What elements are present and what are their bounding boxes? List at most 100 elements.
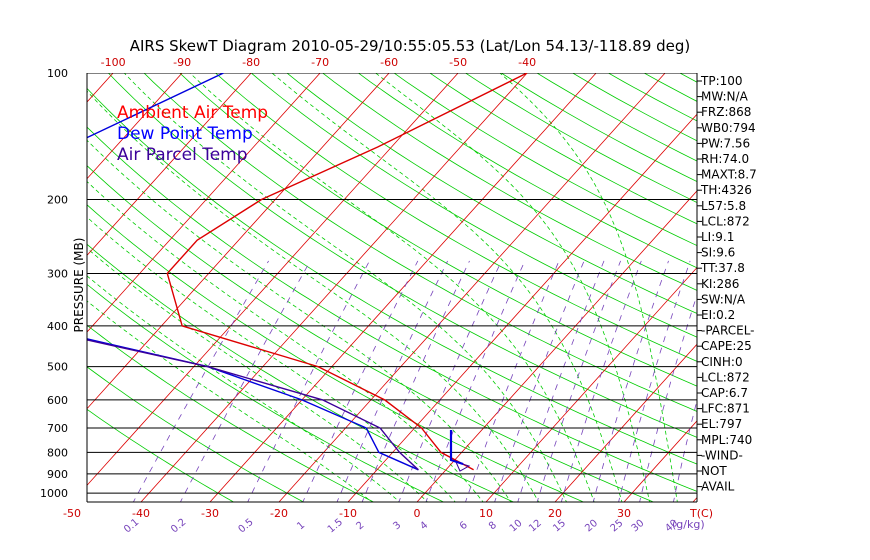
mixing-ratio-tick-label: 20 bbox=[583, 518, 600, 535]
mixing-ratio-tick-label: 25 bbox=[609, 518, 626, 535]
mixing-ratio-line bbox=[425, 260, 526, 502]
mixing-ratio-tick-label: 30 bbox=[630, 518, 647, 535]
isotherm-line bbox=[347, 113, 697, 502]
index-label: AVAIL bbox=[701, 480, 735, 494]
index-label: EL:797 bbox=[701, 417, 742, 431]
mixing-ratio-line bbox=[672, 398, 697, 502]
index-label: TH:4326 bbox=[700, 183, 752, 197]
index-label: TP:100 bbox=[700, 74, 743, 88]
mixing-ratio-line bbox=[302, 260, 419, 502]
top-temp-tick-label: -80 bbox=[242, 56, 260, 69]
index-label: LFC:871 bbox=[701, 402, 750, 416]
bottom-temp-tick-label: 20 bbox=[548, 507, 562, 520]
sounding-curves bbox=[87, 73, 528, 472]
mixing-ratio-tick-label: 2 bbox=[355, 520, 367, 533]
chart-title: AIRS SkewT Diagram 2010-05-29/10:55:05.5… bbox=[130, 37, 691, 55]
mixing-ratio-line bbox=[639, 293, 697, 502]
isotherm-line bbox=[87, 73, 321, 333]
pressure-tick-label: 200 bbox=[47, 194, 68, 207]
series-line-2 bbox=[87, 73, 419, 471]
mixing-ratio-tick-label: 1 bbox=[295, 520, 307, 533]
isotherm-line bbox=[87, 73, 183, 180]
index-label: TT:37.8 bbox=[700, 261, 745, 275]
dry-adiabat-line bbox=[87, 408, 235, 502]
mixing-ratio-line bbox=[398, 260, 502, 502]
dry-adiabat-line bbox=[107, 73, 697, 438]
index-label: MAXT:8.7 bbox=[701, 168, 757, 182]
dry-adiabat-line bbox=[143, 73, 697, 412]
dry-adiabat-line bbox=[87, 204, 585, 502]
dry-adiabat-line bbox=[679, 73, 697, 83]
dry-adiabat-line bbox=[286, 73, 697, 314]
index-label: SI:9.6 bbox=[701, 246, 735, 260]
index-label: FRZ:868 bbox=[701, 105, 751, 119]
dry-adiabat-line bbox=[393, 73, 697, 247]
mixing-ratio-line bbox=[592, 260, 669, 502]
mixing-ratio-line bbox=[361, 260, 470, 502]
moist-adiabat-line bbox=[87, 275, 401, 502]
legend-ambient: Ambient Air Temp bbox=[117, 103, 268, 123]
mixing-ratio-line bbox=[494, 260, 585, 502]
moist-adiabat-line bbox=[189, 73, 595, 502]
mixing-ratio-line bbox=[536, 260, 621, 502]
top-temp-tick-label: -40 bbox=[518, 56, 536, 69]
mixing-ratio-tick-label: 4 bbox=[418, 520, 430, 533]
mixing-ratio-tick-label: 6 bbox=[458, 520, 470, 533]
moist-adiabat-line bbox=[87, 139, 512, 502]
mixing-ratio-line bbox=[517, 260, 605, 502]
series-line-3 bbox=[87, 339, 419, 471]
pressure-tick-label: 100 bbox=[47, 67, 68, 80]
index-label: RH:74.0 bbox=[701, 152, 749, 166]
moist-adiabat-line bbox=[87, 247, 429, 502]
mixing-ratio-tick-label: 10 bbox=[508, 518, 525, 535]
series-line-1 bbox=[166, 73, 528, 471]
pressure-tick-label: 300 bbox=[47, 267, 68, 280]
pressure-tick-label: 700 bbox=[47, 422, 68, 435]
dry-adiabat-line bbox=[500, 73, 697, 182]
isotherm-line bbox=[829, 64, 870, 504]
bottom-temp-tick-label: -40 bbox=[132, 507, 150, 520]
plot-frame bbox=[86, 73, 698, 503]
top-temp-tick-label: -100 bbox=[101, 56, 126, 69]
top-temp-tick-label: -60 bbox=[380, 56, 398, 69]
isotherm-line bbox=[140, 73, 528, 502]
index-label: PW:7.56 bbox=[701, 136, 750, 150]
dry-adiabat-line bbox=[357, 73, 697, 269]
index-label: LCL:872 bbox=[701, 370, 750, 384]
mixing-ratio-line bbox=[132, 260, 269, 502]
index-label: CAP:6.7 bbox=[701, 386, 748, 400]
skewt-grid bbox=[87, 64, 870, 504]
mixing-ratio-line bbox=[560, 260, 642, 502]
dry-adiabat-line bbox=[214, 73, 697, 362]
dry-adiabat-line bbox=[322, 73, 697, 291]
bottom-temp-tick-label: 0 bbox=[414, 507, 421, 520]
moist-adiabat-line bbox=[123, 73, 567, 502]
chart-legend: Ambient Air Temp Dew Point Temp Air Parc… bbox=[117, 103, 268, 165]
dry-adiabat-line bbox=[87, 87, 697, 465]
mixing-ratio-line bbox=[618, 260, 691, 502]
top-temp-tick-label: -90 bbox=[173, 56, 191, 69]
index-label: KI:286 bbox=[701, 277, 739, 291]
dewpoint-surface-segment bbox=[449, 430, 464, 466]
pressure-tick-label: 600 bbox=[47, 394, 68, 407]
pressure-tick-label: 800 bbox=[47, 446, 68, 459]
top-temp-tick-label: -50 bbox=[449, 56, 467, 69]
index-label: EI:0.2 bbox=[701, 308, 735, 322]
mixing-ratio-line bbox=[247, 260, 370, 502]
top-temp-tick-label: -70 bbox=[311, 56, 329, 69]
mixing-ratio-tick-label: 12 bbox=[527, 518, 544, 535]
index-label: CAPE:25 bbox=[701, 339, 752, 353]
y-axis-label: PRESSURE (MB) bbox=[72, 238, 86, 333]
temp-unit-label: T(C) bbox=[689, 507, 713, 520]
mixing-unit-label: (g/kg) bbox=[672, 518, 705, 531]
bottom-temp-tick-label: 10 bbox=[479, 507, 493, 520]
moist-adiabat-line bbox=[87, 216, 456, 502]
pressure-tick-label: 500 bbox=[47, 361, 68, 374]
legend-parcel: Air Parcel Temp bbox=[117, 145, 248, 165]
index-label: SW:N/A bbox=[701, 292, 746, 306]
isotherm-line bbox=[623, 420, 697, 502]
mixing-ratio-tick-label: 15 bbox=[551, 518, 568, 535]
